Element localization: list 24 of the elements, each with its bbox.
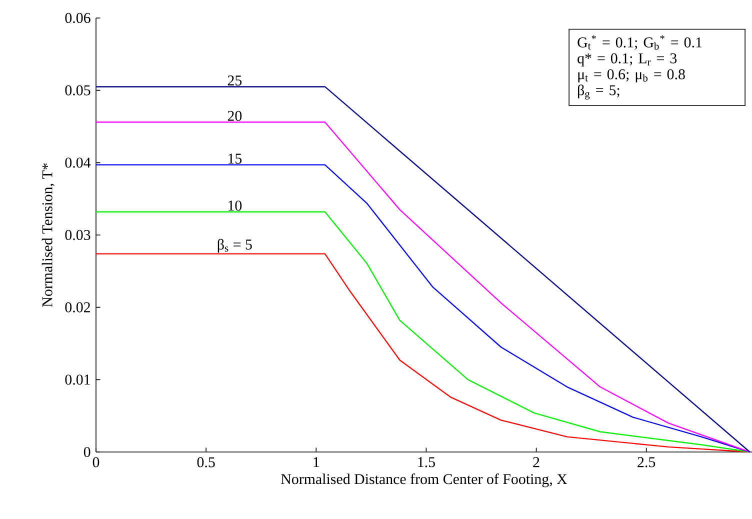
x-tick-label: 0.5 (197, 457, 215, 468)
y-tick-label: 0.05 (65, 85, 90, 96)
x-tick-label: 1.5 (418, 457, 435, 468)
y-tick-label: 0.03 (65, 230, 90, 240)
y-tick-label: 0.06 (65, 12, 90, 24)
series-label: β$_{s}$ = 5 (218, 238, 252, 253)
series-label: 10 (228, 200, 242, 211)
y-tick-label: 0.02 (65, 302, 90, 312)
x-tick-label: 2.5 (638, 457, 656, 468)
y-axis-title: Normalised Tension, T* (42, 163, 55, 307)
annotation: q* = 0.1; L$_{r}$ = 3 (578, 53, 677, 66)
y-tick-label: 0.01 (65, 374, 90, 385)
series-label: 20 (228, 110, 242, 121)
x-axis-title: Normalised Distance from Center of Footing, X (281, 473, 568, 488)
annotation: β$_{g}$ = 5; (578, 84, 620, 100)
x-tick-label: 0 (92, 457, 100, 468)
x-tick-label: 1 (314, 457, 319, 468)
series-label: 15 (228, 154, 242, 164)
y-tick-label: 0.04 (65, 158, 91, 168)
annotation: G$_{t}$$^{*}$ = 0.1; G$_{b}$$^{*}$ = 0.1 (578, 35, 702, 50)
annotation: μ$_{t}$ = 0.6; μ$_{b}$ = 0.8 (578, 69, 685, 82)
y-tick-label: 0 (84, 446, 90, 458)
x-tick-label: 2 (533, 457, 540, 468)
series-label: 25 (228, 75, 242, 86)
